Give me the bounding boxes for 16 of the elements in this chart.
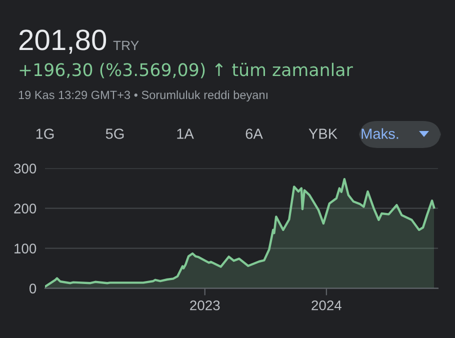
text: 1G <box>36 128 54 139</box>
text: 19 Kas 13:29 GMT+3 • Sorumluluk reddi beyanı <box>18 90 268 102</box>
text: +196,30 (%3.569,09) ↑ tüm zamanlar <box>20 62 353 78</box>
text: TRY <box>113 40 139 50</box>
text: YBK <box>308 128 338 139</box>
y-tick-label: 200 <box>14 204 36 214</box>
x-tick-label: 2024 <box>312 300 342 310</box>
text: 1A <box>177 128 194 139</box>
x-tick-label: 2023 <box>190 300 220 310</box>
y-tick-label: 100 <box>14 244 36 254</box>
chart-title: 201,80 <box>19 30 106 54</box>
y-tick-label: 300 <box>14 164 36 174</box>
text: Maks. <box>362 128 398 139</box>
text: 6A <box>246 128 263 139</box>
y-tick-label: 0 <box>29 284 36 294</box>
text: 5G <box>106 128 124 139</box>
